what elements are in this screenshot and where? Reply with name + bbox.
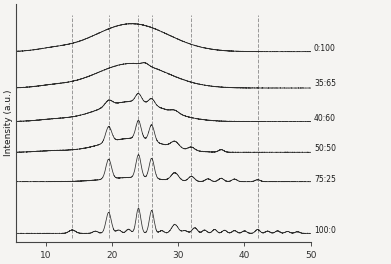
Text: 35:65: 35:65 [314,79,336,88]
Text: 75:25: 75:25 [314,175,336,184]
Text: 100:0: 100:0 [314,225,336,234]
Y-axis label: Intensity (a.u.): Intensity (a.u.) [4,90,13,156]
Text: 50:50: 50:50 [314,144,336,153]
Text: 0:100: 0:100 [314,44,336,53]
Text: 40:60: 40:60 [314,114,336,123]
